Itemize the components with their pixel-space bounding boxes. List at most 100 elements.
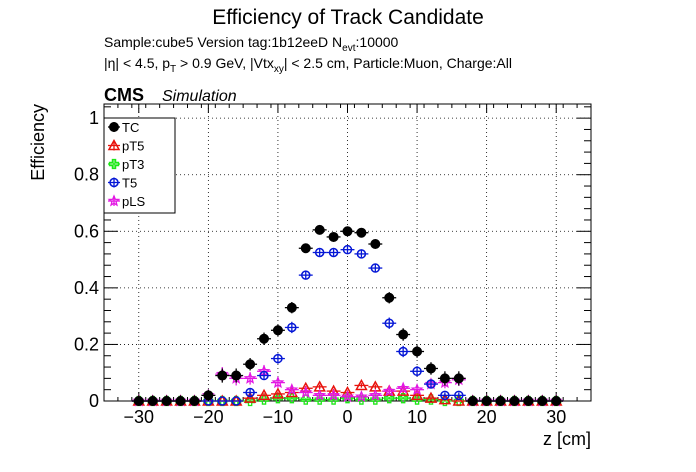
data-point [551, 396, 562, 406]
x-tick-label: 20 [477, 407, 497, 427]
data-point [481, 396, 492, 406]
data-point [368, 388, 382, 401]
info-line-2-c: | < 2.5 cm, Particle:Muon, Charge:All [284, 55, 512, 71]
data-point [454, 390, 464, 401]
data-point [328, 247, 339, 258]
data-point [217, 370, 228, 381]
cms-label: CMS [104, 85, 144, 105]
data-point [384, 292, 395, 303]
y-tick-label: 0 [89, 391, 99, 411]
data-point [370, 263, 381, 273]
y-tick-label: 0.2 [74, 334, 99, 354]
data-point [314, 247, 325, 258]
data-point [426, 379, 436, 389]
data-point [439, 373, 450, 384]
data-point [259, 370, 269, 381]
legend-label: pT5 [122, 139, 144, 154]
legend-entries: TC pT5 pT3 T5 pLS [107, 120, 145, 209]
data-point [243, 391, 257, 403]
x-tick-label: 10 [407, 407, 427, 427]
data-point [440, 390, 450, 401]
data-point [300, 394, 311, 405]
simulation-label: Simulation [162, 88, 237, 105]
legend: TC pT5 pT3 T5 pLS [103, 117, 176, 214]
data-point [412, 346, 423, 357]
y-tick-label: 0.4 [74, 278, 99, 298]
data-point [467, 396, 478, 406]
data-point [259, 333, 270, 344]
data-point [398, 329, 409, 340]
legend-marker [107, 138, 121, 151]
info-line-2-a: |η| < 4.5, p [104, 55, 170, 71]
data-point [203, 390, 214, 401]
data-point [509, 396, 520, 406]
legend-entry-t5: T5 [108, 176, 137, 191]
x-tick-label: −20 [193, 407, 224, 427]
data-point [327, 388, 340, 401]
legend-label: pT3 [122, 157, 144, 172]
data-point [523, 396, 534, 406]
data-point [301, 270, 311, 280]
data-point [313, 388, 327, 401]
data-point [410, 388, 424, 401]
data-point [328, 231, 339, 242]
data-point [244, 395, 256, 407]
data-point [271, 387, 285, 399]
data-point [398, 346, 408, 357]
x-tick-labels: −30 −20 −10 0 10 20 30 [124, 407, 567, 427]
y-tick-label: 1 [89, 108, 99, 128]
data-point [231, 370, 242, 381]
legend-label: pLS [122, 194, 145, 209]
y-tick-label: 0.8 [74, 165, 99, 185]
legend-marker [107, 194, 121, 207]
data-point [342, 226, 353, 237]
data-point [410, 382, 424, 396]
data-point [425, 363, 436, 374]
data-point [412, 366, 422, 377]
data-point [175, 396, 186, 406]
data-point [285, 382, 299, 396]
legend-marker [109, 177, 119, 188]
data-point [398, 393, 409, 404]
data-point [495, 396, 506, 406]
y-tick-labels: 0 0.2 0.4 0.6 0.8 1 [74, 108, 99, 411]
data-series [131, 224, 564, 407]
data-point [273, 353, 283, 364]
data-point [384, 318, 394, 328]
info-line-2: |η| < 4.5, pT > 0.9 GeV, |Vtxxy| < 2.5 c… [104, 55, 512, 75]
data-point [314, 224, 325, 235]
data-point [453, 373, 464, 384]
legend-marker [109, 122, 119, 132]
data-point [355, 390, 368, 403]
data-point [355, 378, 368, 391]
legend-entry-pt3: pT3 [108, 157, 144, 172]
x-tick-label: 30 [546, 407, 566, 427]
info-line-1-text: Sample:cube5 Version tag:1b12eeD N [104, 34, 342, 50]
data-point [286, 302, 297, 313]
data-point [245, 359, 256, 370]
legend-marker [108, 158, 120, 170]
data-point [189, 396, 200, 406]
data-point [382, 384, 396, 397]
data-point [133, 396, 144, 406]
data-point [257, 388, 271, 401]
data-point [217, 396, 228, 406]
data-point [147, 396, 158, 406]
data-point [356, 249, 367, 259]
x-tick-label: 0 [342, 407, 352, 427]
legend-entry-pt5: pT5 [107, 138, 144, 154]
data-point [452, 394, 466, 406]
info-line-1-end: :10000 [356, 34, 399, 50]
data-point [537, 396, 548, 406]
data-point [370, 239, 381, 250]
data-point [287, 322, 297, 333]
data-point [384, 393, 395, 404]
info-line-2-sub2: xy [274, 64, 284, 75]
data-point [245, 387, 255, 398]
data-point [231, 396, 241, 406]
legend-label: TC [122, 120, 139, 135]
y-tick-label: 0.6 [74, 221, 99, 241]
data-point [356, 227, 367, 238]
legend-entry-tc: TC [108, 120, 139, 135]
